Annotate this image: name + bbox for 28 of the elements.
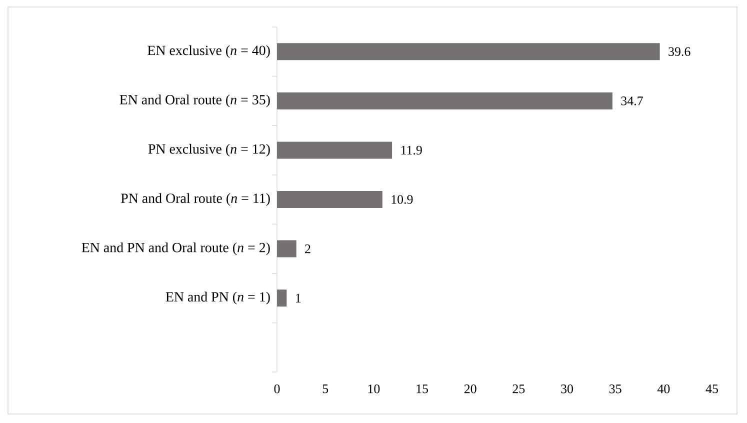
y-tick-label: EN and Oral route (n = 35) — [120, 94, 270, 108]
x-tick-label: 25 — [512, 384, 525, 394]
bar — [277, 191, 382, 208]
bar — [277, 240, 296, 258]
data-label: 39.6 — [668, 47, 690, 56]
data-label: 1 — [296, 294, 301, 302]
data-label: 10.9 — [392, 195, 413, 204]
x-tick-label: 20 — [464, 384, 476, 394]
x-tick-label: 15 — [416, 384, 428, 394]
data-label: 2 — [305, 244, 310, 254]
x-tick-label: 30 — [561, 384, 573, 394]
x-tick-label: 0 — [274, 384, 280, 394]
x-tick-label: 5 — [322, 384, 328, 394]
y-tick-label: EN exclusive (n = 40) — [148, 45, 270, 58]
bar — [277, 92, 612, 110]
x-tick-label: 35 — [609, 384, 622, 394]
x-tick-label: 10 — [368, 384, 380, 394]
x-tick-label: 45 — [706, 384, 718, 394]
bar — [277, 142, 392, 159]
data-label: 11.9 — [401, 146, 422, 155]
bar — [277, 290, 287, 307]
y-tick-label: EN and PN (n = 1) — [166, 292, 270, 304]
x-tick-label: 40 — [657, 384, 670, 394]
y-tick-label: PN exclusive (n = 12) — [148, 144, 270, 157]
data-label: 34.7 — [621, 96, 643, 106]
y-tick-label: EN and PN and Oral route (n = 2) — [82, 242, 270, 256]
y-tick-label: PN and Oral route (n = 11) — [121, 193, 270, 206]
bar — [277, 43, 660, 60]
